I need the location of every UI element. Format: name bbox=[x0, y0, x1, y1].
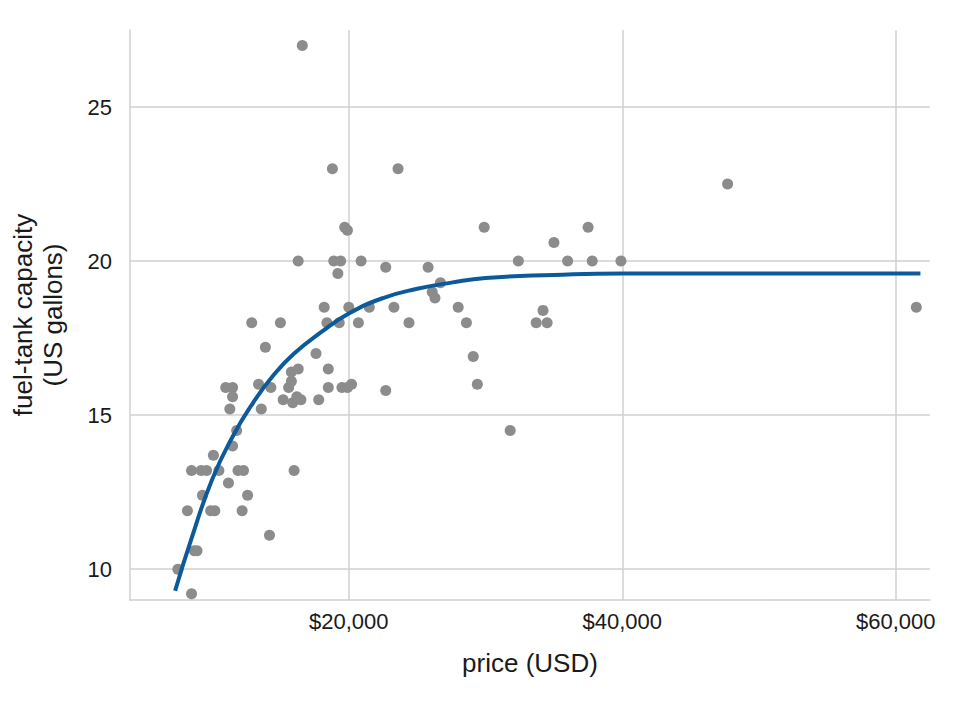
svg-text:25: 25 bbox=[88, 95, 112, 120]
svg-text:$60,000: $60,000 bbox=[856, 609, 936, 634]
svg-text:price (USD): price (USD) bbox=[462, 648, 598, 678]
svg-text:$40,000: $40,000 bbox=[583, 609, 663, 634]
svg-text:fuel-tank capacity: fuel-tank capacity bbox=[8, 214, 38, 416]
svg-text:$20,000: $20,000 bbox=[309, 609, 389, 634]
svg-text:10: 10 bbox=[88, 557, 112, 582]
svg-text:15: 15 bbox=[88, 403, 112, 428]
svg-text:20: 20 bbox=[88, 249, 112, 274]
svg-text:(US gallons): (US gallons) bbox=[38, 243, 68, 386]
